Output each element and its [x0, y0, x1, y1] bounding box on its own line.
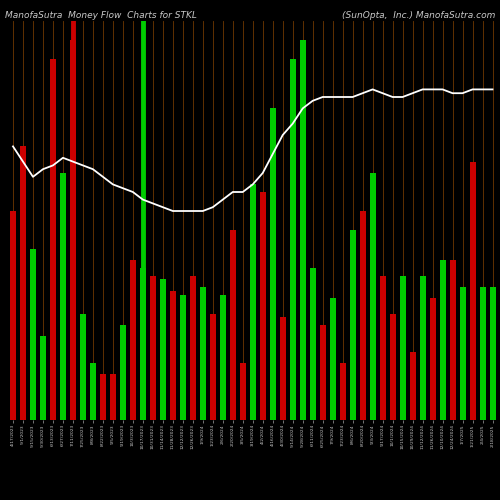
- Bar: [400, 276, 406, 420]
- Bar: [40, 336, 46, 420]
- Bar: [230, 230, 236, 420]
- Bar: [380, 276, 386, 420]
- Bar: [220, 294, 226, 420]
- Bar: [280, 318, 285, 420]
- Bar: [310, 268, 316, 420]
- Bar: [370, 173, 376, 420]
- Bar: [10, 211, 16, 420]
- Bar: [330, 298, 336, 420]
- Bar: [450, 260, 456, 420]
- Bar: [240, 363, 246, 420]
- Bar: [120, 325, 126, 420]
- Bar: [390, 314, 396, 420]
- Bar: [260, 192, 266, 420]
- Bar: [110, 374, 116, 420]
- Text: ManofaSutra  Money Flow  Charts for STKL: ManofaSutra Money Flow Charts for STKL: [5, 11, 197, 20]
- Bar: [320, 325, 326, 420]
- Bar: [210, 314, 216, 420]
- Bar: [410, 352, 416, 420]
- Bar: [50, 59, 56, 420]
- Bar: [270, 108, 276, 420]
- Bar: [480, 287, 486, 420]
- Bar: [180, 294, 186, 420]
- Bar: [80, 314, 86, 420]
- Bar: [300, 40, 306, 420]
- Bar: [250, 184, 256, 420]
- Bar: [340, 363, 345, 420]
- Bar: [160, 280, 166, 420]
- Bar: [490, 287, 496, 420]
- Bar: [70, 40, 76, 420]
- Bar: [460, 287, 466, 420]
- Bar: [470, 162, 476, 420]
- Bar: [150, 276, 156, 420]
- Bar: [90, 363, 96, 420]
- Bar: [30, 249, 36, 420]
- Bar: [100, 374, 106, 420]
- Bar: [140, 268, 146, 420]
- Bar: [290, 59, 296, 420]
- Bar: [420, 276, 426, 420]
- Bar: [190, 276, 196, 420]
- Bar: [130, 260, 136, 420]
- Bar: [350, 230, 356, 420]
- Text: (SunOpta,  Inc.) ManofaSutra.com: (SunOpta, Inc.) ManofaSutra.com: [342, 11, 495, 20]
- Bar: [200, 287, 206, 420]
- Bar: [60, 173, 66, 420]
- Bar: [360, 211, 366, 420]
- Bar: [170, 291, 176, 420]
- Bar: [20, 146, 26, 420]
- Bar: [440, 260, 446, 420]
- Bar: [430, 298, 436, 420]
